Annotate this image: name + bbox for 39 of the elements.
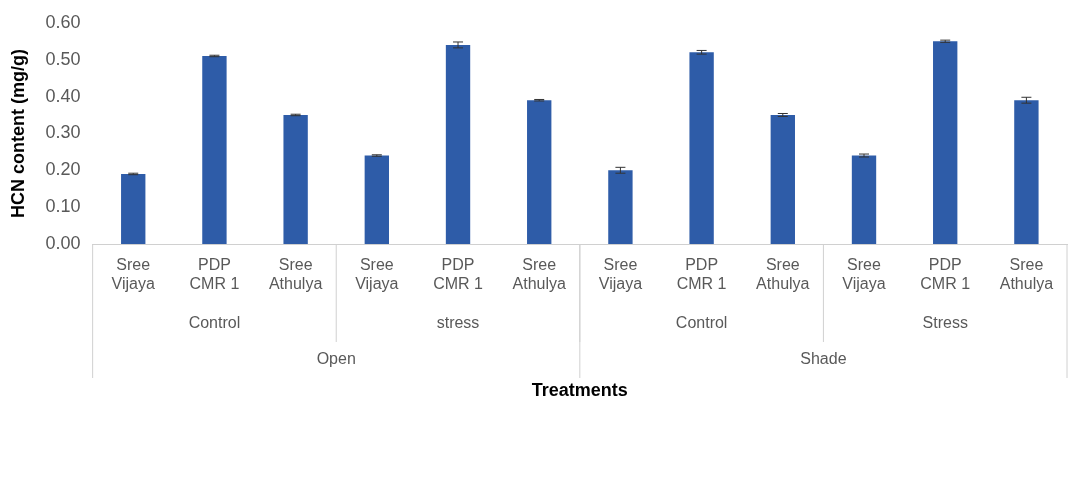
x-tick-label: Sree Athulya [999,256,1054,293]
text: Control [675,314,728,332]
x-tick-label: Sree Athulya [756,256,810,293]
y-tick-label: 0.40 [45,85,81,106]
y-tick-label: 0.30 [45,122,81,143]
text: stress [436,314,480,332]
bar [527,100,552,244]
bar [1014,100,1039,244]
text: Open [316,350,356,368]
x-tick-label: Sree Athulya [512,256,566,293]
y-tick-label: 0.00 [45,232,81,253]
y-tick-label: 0.10 [45,196,81,217]
bar [283,114,308,244]
text: Stress [922,314,968,332]
bar [933,41,958,244]
x-axis-title: Treatments [531,380,628,401]
x-tick-label: Sree Vijaya [111,256,155,293]
bar [689,52,714,244]
x-tick-label: PDP CMR 1 [676,256,727,293]
bar [445,44,471,244]
bar [851,155,877,244]
x-tick-label: Sree Vijaya [355,256,399,293]
bar [770,114,795,244]
x-tick-label: PDP CMR 1 [920,256,971,293]
bar [364,155,389,244]
y-tick-label: 0.60 [45,11,81,32]
y-axis-title: HCN content (mg/g) [7,48,28,218]
x-tick-label: PDP CMR 1 [433,256,484,293]
bar [608,170,633,244]
bar [202,55,227,244]
y-tick-label: 0.50 [45,48,81,69]
x-tick-label: Sree Athulya [268,256,323,293]
x-tick-label: Sree Vijaya [598,256,643,293]
y-tick-label: 0.20 [45,159,81,180]
x-tick-label: PDP CMR 1 [189,256,240,293]
text: Shade [800,350,847,368]
bar [121,173,146,244]
text: Control [188,314,241,332]
x-tick-label: Sree Vijaya [842,256,886,293]
